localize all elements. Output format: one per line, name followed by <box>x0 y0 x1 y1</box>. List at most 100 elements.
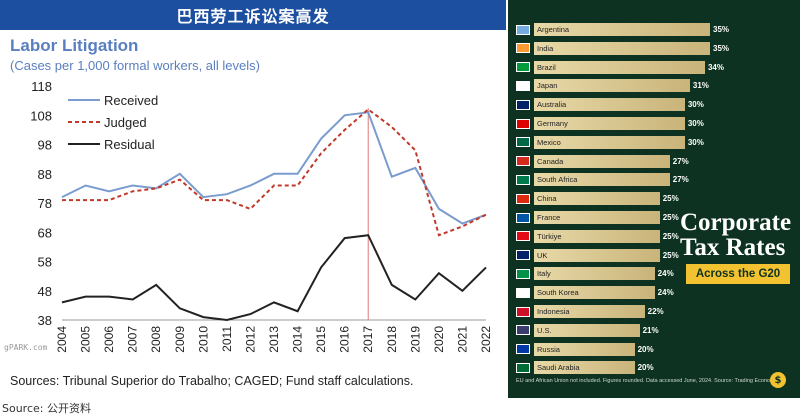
flag-icon <box>516 80 530 91</box>
legend-label-judged: Judged <box>104 115 147 130</box>
tax-title-line2: Tax Rates <box>680 234 786 261</box>
legend-label-residual: Residual <box>104 137 155 152</box>
tax-row-france: France 25% <box>516 210 679 225</box>
watermark: gPARK.com <box>4 343 47 352</box>
flag-icon <box>516 43 530 54</box>
tax-row-u-s-: U.S. 21% <box>516 323 659 338</box>
flag-icon <box>516 156 530 167</box>
tax-row-argentina: Argentina 35% <box>516 22 729 37</box>
x-tick-label-3: 2007 <box>126 326 140 353</box>
tax-bar: U.S. <box>534 323 640 337</box>
tax-bar: Canada <box>534 154 670 168</box>
tax-row-australia: Australia 30% <box>516 97 704 112</box>
tax-row-japan: Japan 31% <box>516 78 709 93</box>
tax-row-south-korea: South Korea 24% <box>516 285 674 300</box>
y-tick-label-4: 78 <box>38 196 52 211</box>
banner-title: 巴西劳工诉讼案高发 <box>0 0 506 30</box>
tax-rate-label: 22% <box>647 307 664 316</box>
flag-icon <box>516 344 530 355</box>
tax-bar: Italy <box>534 267 655 281</box>
tax-row-t-rkiye: Türkiye 25% <box>516 229 679 244</box>
tax-subtitle: Across the G20 <box>686 264 790 284</box>
tax-bar: Brazil <box>534 60 705 74</box>
tax-row-south-africa: South Africa 27% <box>516 172 689 187</box>
tax-bar: Mexico <box>534 135 685 149</box>
flag-icon <box>516 287 530 298</box>
tax-title-line1: Corporate <box>680 209 792 236</box>
tax-rate-label: 27% <box>672 156 689 166</box>
tax-rate-label: 30% <box>687 119 704 128</box>
tax-row-italy: Italy 24% <box>516 266 674 281</box>
tax-row-saudi-arabia: Saudi Arabia 20% <box>516 360 654 375</box>
flag-icon <box>516 306 530 317</box>
tax-row-uk: UK 25% <box>516 248 679 263</box>
tax-bar: Australia <box>534 98 685 112</box>
y-tick-label-6: 98 <box>38 138 52 153</box>
tax-rate-label: 25% <box>662 231 679 241</box>
tax-bar: South Korea <box>534 286 655 300</box>
flag-icon <box>516 118 530 129</box>
y-tick-label-0: 38 <box>38 313 52 328</box>
x-tick-label-16: 2020 <box>432 326 446 353</box>
tax-bar: Germany <box>534 117 685 130</box>
tax-rate-label: 27% <box>672 175 689 185</box>
tax-row-brazil: Brazil 34% <box>516 60 724 75</box>
tax-bar: Saudi Arabia <box>534 361 635 375</box>
coin-logo-icon: $ <box>770 372 786 388</box>
tax-rate-label: 20% <box>637 363 654 373</box>
x-tick-label-18: 2022 <box>479 326 493 353</box>
flag-icon <box>516 24 530 35</box>
series-line-judged <box>62 108 487 237</box>
legend-label-received: Received <box>104 93 158 108</box>
chart-subtitle: (Cases per 1,000 formal workers, all lev… <box>10 58 260 73</box>
tax-row-mexico: Mexico 30% <box>516 135 704 150</box>
tax-rate-label: 25% <box>662 213 679 222</box>
tax-rate-label: 24% <box>657 288 674 298</box>
x-tick-label-5: 2009 <box>173 326 187 353</box>
tax-title: Corporate Tax Rates <box>680 210 798 260</box>
tax-rate-label: 35% <box>713 43 730 53</box>
tax-bar: India <box>534 41 710 55</box>
tax-bar: UK <box>534 248 660 262</box>
tax-bar: Indonesia <box>534 305 645 318</box>
flag-icon <box>516 193 530 204</box>
y-tick-label-1: 48 <box>38 284 52 299</box>
y-tick-label-8: 118 <box>31 79 52 94</box>
x-tick-label-11: 2015 <box>314 326 328 353</box>
labor-litigation-panel: 巴西劳工诉讼案高发 38 48 58 68 78 88 98 108 118 2004 2005 20… <box>0 0 506 388</box>
tax-bar: Argentina <box>534 23 710 36</box>
chart-title: Labor Litigation <box>10 36 139 55</box>
tax-rate-label: 25% <box>662 194 679 204</box>
tax-row-china: China 25% <box>516 191 679 206</box>
y-tick-label-5: 88 <box>38 167 52 182</box>
series-line-received <box>61 111 487 225</box>
tax-bar: Türkiye <box>534 229 660 243</box>
tax-rate-label: 24% <box>657 269 674 279</box>
tax-rate-label: 35% <box>713 25 730 34</box>
y-tick-label-3: 68 <box>38 225 52 240</box>
tax-bar: South Africa <box>534 173 670 187</box>
x-tick-label-6: 2010 <box>196 326 210 353</box>
chart-sources: Sources: Tribunal Superior do Trabalho; … <box>10 374 414 388</box>
flag-icon <box>516 174 530 185</box>
x-tick-label-17: 2021 <box>455 326 469 353</box>
y-tick-label-7: 108 <box>30 108 52 123</box>
flag-icon <box>516 268 530 279</box>
tax-row-russia: Russia 20% <box>516 342 654 357</box>
x-tick-label-14: 2018 <box>385 326 399 353</box>
tax-row-india: India 35% <box>516 41 729 56</box>
flag-icon <box>516 325 530 336</box>
x-tick-label-1: 2005 <box>79 326 93 353</box>
series-line-residual <box>61 234 487 322</box>
x-tick-label-2: 2006 <box>102 326 116 353</box>
tax-bar: Russia <box>534 342 635 356</box>
x-tick-label-7: 2011 <box>220 326 234 352</box>
flag-icon <box>516 362 530 373</box>
tax-row-indonesia: Indonesia 22% <box>516 304 664 319</box>
tax-rate-label: 34% <box>707 62 724 72</box>
flag-icon <box>516 99 530 110</box>
tax-rate-label: 25% <box>662 250 679 260</box>
tax-row-germany: Germany 30% <box>516 116 704 131</box>
x-tick-label-4: 2008 <box>149 326 163 353</box>
corporate-tax-panel: Argentina 35% India 35% Brazil 34% Japan 31% Aus… <box>508 0 800 398</box>
